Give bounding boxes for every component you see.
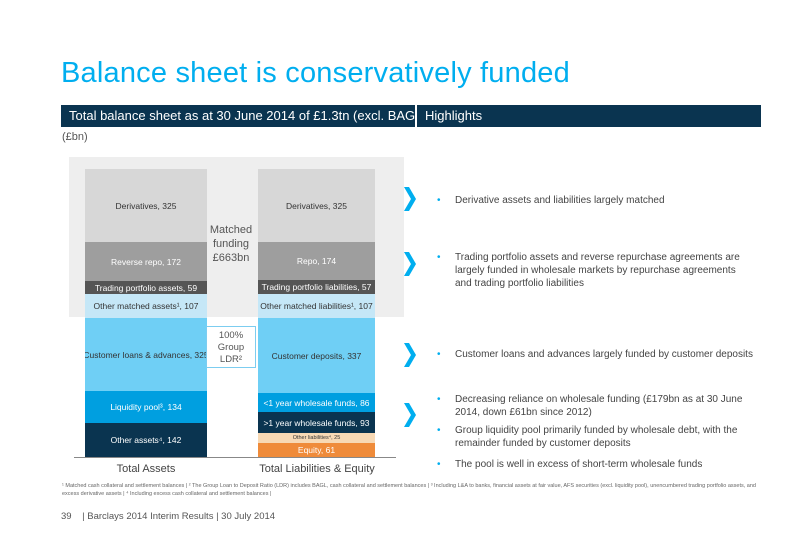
ldr-line1: 100% xyxy=(218,330,244,341)
highlight-text: The pool is well in excess of short-term… xyxy=(455,459,703,470)
matched-funding-label: Matched funding £663bn xyxy=(205,223,257,265)
matched-funding-line3: £663bn xyxy=(212,252,250,264)
assets-bar: Derivatives, 325 Reverse repo, 172 Tradi… xyxy=(85,169,207,457)
chevron-right-icon xyxy=(404,252,416,276)
matched-funding-line1: Matched xyxy=(209,224,253,236)
assets-other-assets-segment: Other assets⁴, 142 xyxy=(85,423,207,457)
ldr-line2: Group xyxy=(217,342,245,353)
highlight-text: Trading portfolio assets and reverse rep… xyxy=(455,252,740,289)
footnotes: ¹ Matched cash collateral and settlement… xyxy=(62,483,756,497)
assets-liquidity-pool-segment: Liquidity pool³, 134 xyxy=(85,391,207,423)
bullet-icon: • xyxy=(437,394,441,405)
liab-long-wholesale-segment: >1 year wholesale funds, 93 xyxy=(258,412,375,433)
matched-funding-line2: funding xyxy=(212,238,250,250)
bullet-icon: • xyxy=(437,195,441,206)
assets-reverse-repo-segment: Reverse repo, 172 xyxy=(85,242,207,281)
bullet-icon: • xyxy=(437,425,441,436)
bullet-icon: • xyxy=(437,252,441,263)
assets-other-matched-segment: Other matched assets¹, 107 xyxy=(85,294,207,318)
unit-label: (£bn) xyxy=(62,131,88,143)
highlight-text: Derivative assets and liabilities largel… xyxy=(455,195,665,206)
chevron-right-icon xyxy=(404,403,416,427)
highlight-text: Decreasing reliance on wholesale funding… xyxy=(455,394,743,418)
page-footer: 39 | Barclays 2014 Interim Results | 30 … xyxy=(61,511,275,522)
liab-other-liabilities-segment: Other liabilities⁴, 25 xyxy=(258,433,375,443)
liab-other-matched-segment: Other matched liabilities¹, 107 xyxy=(258,294,375,318)
liab-derivatives-segment: Derivatives, 325 xyxy=(258,169,375,242)
x-label-assets: Total Assets xyxy=(116,463,176,475)
highlight-text: Customer loans and advances largely fund… xyxy=(455,349,753,360)
liab-repo-segment: Repo, 174 xyxy=(258,242,375,280)
left-section-header: Total balance sheet as at 30 June 2014 o… xyxy=(61,105,427,127)
chevron-right-icon xyxy=(404,187,416,211)
right-section-header: Highlights xyxy=(417,105,761,127)
page-number: 39 xyxy=(61,511,72,522)
assets-trading-portfolio-segment: Trading portfolio assets, 59 xyxy=(85,281,207,294)
chevron-right-icon xyxy=(404,343,416,367)
ldr-line3: LDR² xyxy=(219,354,243,365)
bullet-icon: • xyxy=(437,349,441,360)
liab-equity-segment: Equity, 61 xyxy=(258,443,375,457)
x-label-liabilities: Total Liabilities & Equity xyxy=(259,463,375,475)
bullet-icon: • xyxy=(437,459,441,470)
liab-trading-portfolio-segment: Trading portfolio liabilities, 57 xyxy=(258,280,375,294)
footer-text: | Barclays 2014 Interim Results | 30 Jul… xyxy=(82,511,276,522)
x-axis xyxy=(74,457,396,458)
liab-customer-deposits-segment: Customer deposits, 337 xyxy=(258,318,375,393)
liabilities-bar: Derivatives, 325 Repo, 174 Trading portf… xyxy=(258,169,375,457)
assets-derivatives-segment: Derivatives, 325 xyxy=(85,169,207,242)
highlight-text: Group liquidity pool primarily funded by… xyxy=(455,425,738,449)
page-title: Balance sheet is conservatively funded xyxy=(61,57,570,89)
assets-customer-loans-segment: Customer loans & advances, 325 xyxy=(85,318,207,391)
group-ldr-box: 100% Group LDR² xyxy=(206,326,256,368)
liab-short-wholesale-segment: <1 year wholesale funds, 86 xyxy=(258,393,375,412)
